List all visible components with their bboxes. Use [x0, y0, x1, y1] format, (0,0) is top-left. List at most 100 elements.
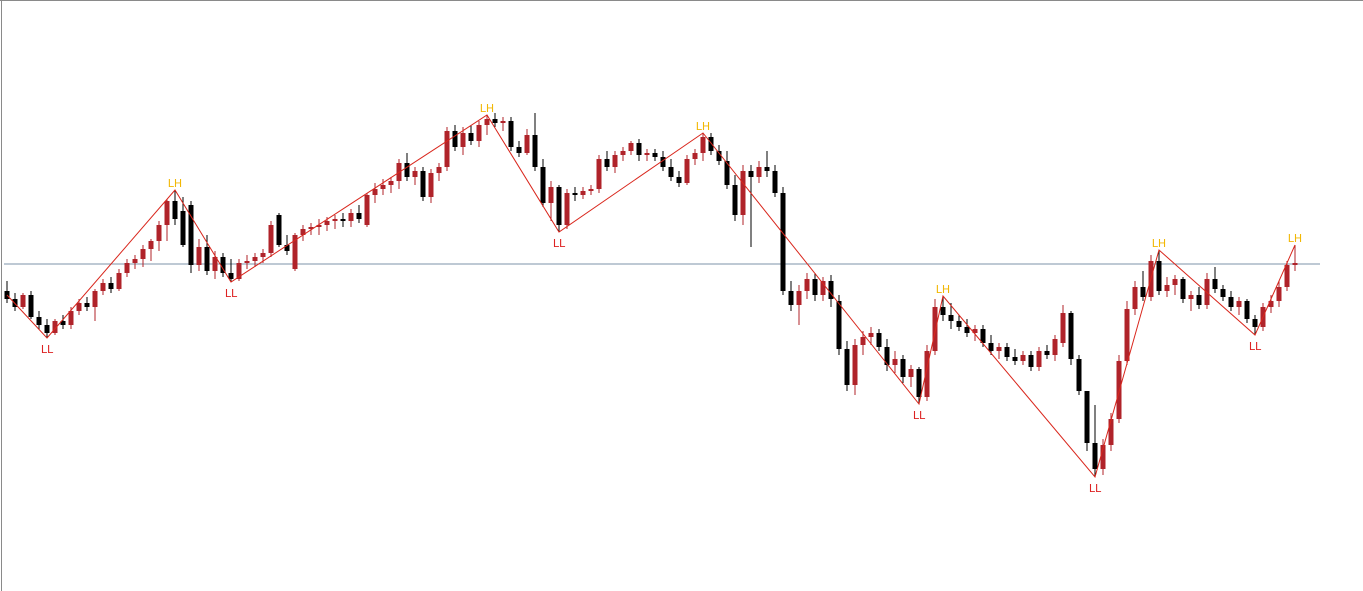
candle-body [468, 133, 474, 141]
candle-body [148, 241, 154, 249]
candle-body [68, 311, 74, 325]
candle-body [804, 279, 810, 291]
candle-body [1028, 355, 1034, 367]
candle-body [100, 283, 106, 291]
candle-body [596, 159, 602, 189]
candle-body [612, 155, 618, 167]
candle-body [844, 349, 850, 385]
candle-body [524, 135, 530, 153]
candle-body [420, 171, 426, 197]
candle-body [204, 247, 210, 271]
candle-body [908, 369, 914, 377]
candle-body [308, 227, 314, 229]
candle-body [1108, 419, 1114, 445]
candle-body [916, 369, 922, 397]
candle-body [1020, 355, 1026, 361]
candle-body [964, 327, 970, 333]
candle-body [476, 125, 482, 141]
candle-body [780, 193, 786, 291]
candle-body [20, 295, 26, 307]
swing-label: LL [1249, 340, 1262, 353]
candle-body [260, 253, 266, 257]
candle-body [684, 159, 690, 183]
candle-body [236, 263, 242, 279]
candle-body [300, 229, 306, 235]
candle-body [852, 345, 858, 385]
candle-body [1220, 289, 1226, 297]
candle-body [1100, 445, 1106, 469]
candle-body [492, 119, 498, 123]
candle-body [740, 171, 746, 215]
candle-body [892, 359, 898, 365]
candle-body [668, 167, 674, 177]
candle-body [188, 205, 194, 265]
candle-body [60, 321, 66, 325]
candle-body [36, 317, 42, 325]
candle-body [44, 325, 50, 333]
candle-body [156, 225, 162, 241]
candle-body [1196, 295, 1202, 305]
candle-body [180, 211, 186, 245]
candle-body [1284, 265, 1290, 287]
candle-body [196, 247, 202, 265]
candle-body [620, 151, 626, 155]
candle-body [1060, 313, 1066, 343]
candle-body [1012, 357, 1018, 361]
candle-body [764, 167, 770, 171]
swing-label: LH [936, 283, 950, 296]
candle-body [76, 303, 82, 311]
swing-label: LL [225, 287, 238, 300]
candle-body [52, 321, 58, 333]
candle-body [436, 167, 442, 173]
candle-body [244, 261, 250, 263]
candle-body [500, 121, 506, 123]
candle-body [1052, 339, 1058, 355]
swing-label: LH [1288, 232, 1302, 245]
candle-body [796, 291, 802, 305]
candle-body [876, 333, 882, 347]
candle-body [948, 315, 954, 321]
candle-body [716, 151, 722, 161]
candle-body [1156, 261, 1162, 291]
candle-body [644, 153, 650, 155]
candle-body [588, 189, 594, 191]
candle-body [652, 153, 658, 157]
candle-body [860, 337, 866, 345]
candle-body [364, 195, 370, 225]
candle-body [972, 329, 978, 333]
candle-body [708, 137, 714, 151]
candle-body [1276, 287, 1282, 301]
candle-body [1140, 287, 1146, 297]
candle-body [580, 191, 586, 195]
swing-label: LL [913, 409, 926, 422]
swing-label: LH [168, 177, 182, 190]
candle-body [1212, 279, 1218, 289]
candle-body [1188, 295, 1194, 299]
candle-body [932, 307, 938, 351]
candle-body [836, 301, 842, 349]
swing-label: LH [480, 102, 494, 115]
candle-body [548, 187, 554, 203]
candle-body [404, 163, 410, 177]
candle-body [724, 161, 730, 185]
candle-body [1252, 319, 1258, 327]
candle-body [988, 343, 994, 351]
candle-body [292, 235, 298, 269]
candle-body [980, 329, 986, 343]
candle-body [884, 347, 890, 365]
candle-body [212, 257, 218, 271]
candle-body [748, 171, 754, 177]
candle-body [660, 157, 666, 167]
swing-label: LL [553, 237, 566, 250]
candle-body [1084, 391, 1090, 443]
candle-body [556, 187, 562, 225]
candle-body [1164, 285, 1170, 291]
candle-body [1292, 263, 1298, 265]
candle-body [868, 333, 874, 337]
candle-body [692, 153, 698, 159]
candle-body [820, 281, 826, 295]
candle-body [1004, 347, 1010, 357]
candle-body [572, 193, 578, 195]
candle-body [1172, 279, 1178, 285]
